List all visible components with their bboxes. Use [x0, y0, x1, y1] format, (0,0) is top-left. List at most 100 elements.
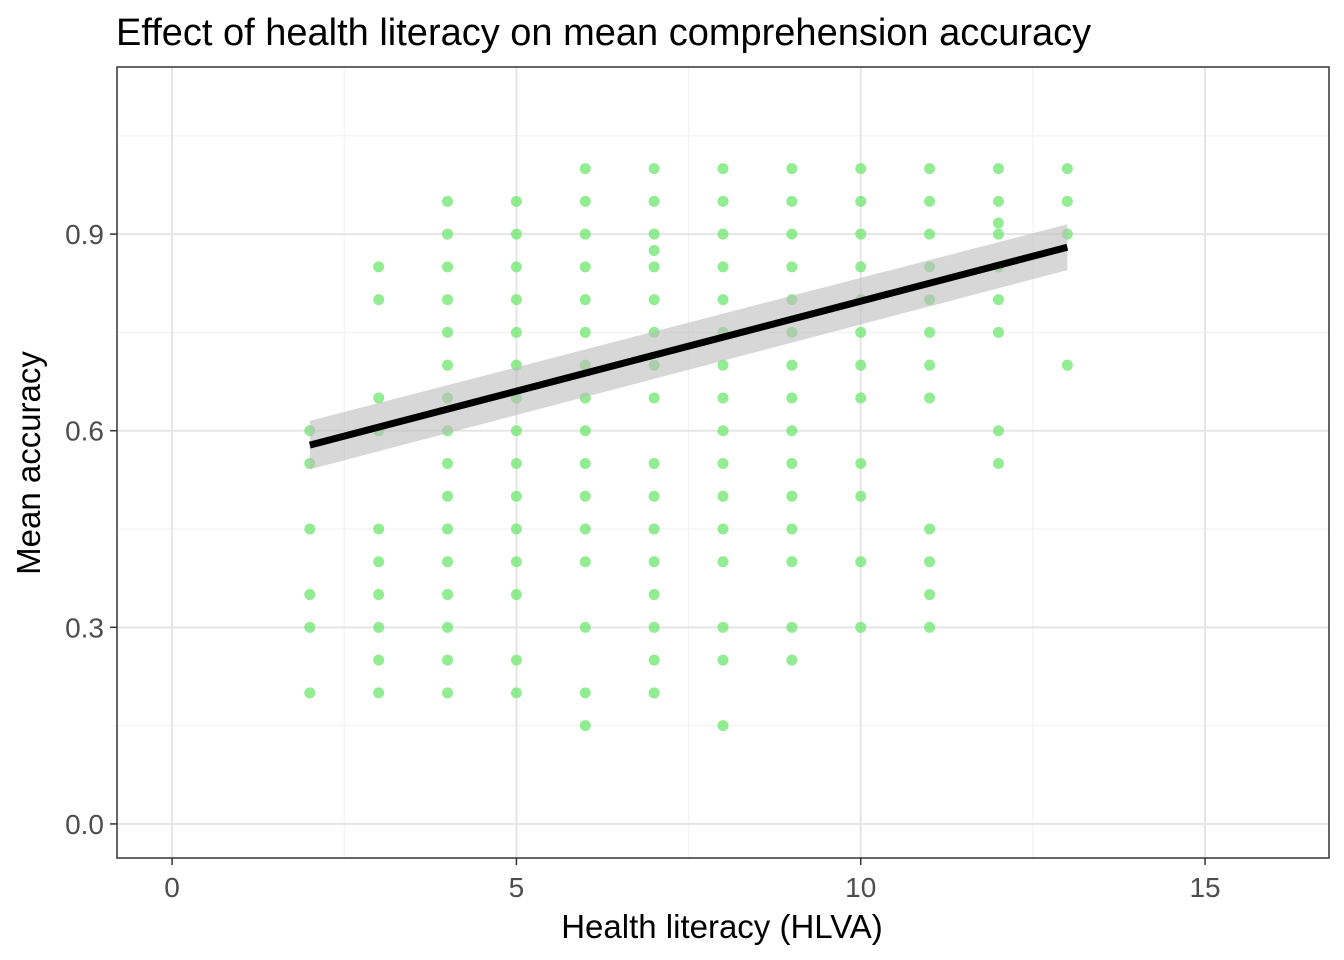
data-point: [304, 523, 316, 535]
data-point: [648, 654, 660, 666]
data-point: [579, 195, 591, 207]
data-point: [442, 687, 454, 699]
data-point: [924, 523, 936, 535]
data-point: [855, 392, 867, 404]
data-point: [855, 228, 867, 240]
data-point: [855, 621, 867, 633]
y-tick-label: 0.9: [65, 219, 104, 250]
data-point: [717, 556, 729, 568]
data-point: [579, 261, 591, 273]
data-point: [924, 556, 936, 568]
data-point: [992, 425, 1004, 437]
data-point: [510, 425, 522, 437]
data-point: [786, 163, 798, 175]
data-point: [373, 523, 385, 535]
data-point: [648, 589, 660, 601]
data-point: [579, 490, 591, 502]
data-point: [786, 621, 798, 633]
data-point: [717, 654, 729, 666]
data-point: [992, 163, 1004, 175]
data-point: [510, 326, 522, 338]
data-point: [648, 163, 660, 175]
y-tick-label: 0.0: [65, 809, 104, 840]
data-point: [648, 687, 660, 699]
data-point: [786, 425, 798, 437]
data-point: [786, 195, 798, 207]
data-point: [924, 392, 936, 404]
data-point: [924, 163, 936, 175]
data-point: [579, 294, 591, 306]
data-point: [924, 359, 936, 371]
data-point: [648, 228, 660, 240]
data-point: [786, 261, 798, 273]
data-point: [855, 556, 867, 568]
data-point: [373, 654, 385, 666]
data-point: [648, 556, 660, 568]
data-point: [924, 621, 936, 633]
data-point: [510, 687, 522, 699]
data-point: [510, 523, 522, 535]
data-point: [442, 195, 454, 207]
data-point: [442, 523, 454, 535]
data-point: [1061, 163, 1073, 175]
data-point: [373, 392, 385, 404]
data-point: [992, 195, 1004, 207]
y-axis-title: Mean accuracy: [10, 351, 47, 575]
data-point: [992, 294, 1004, 306]
data-point: [442, 359, 454, 371]
data-point: [786, 457, 798, 469]
data-point: [717, 392, 729, 404]
data-point: [442, 261, 454, 273]
data-point: [579, 523, 591, 535]
data-point: [855, 326, 867, 338]
data-point: [648, 490, 660, 502]
data-point: [924, 228, 936, 240]
data-point: [855, 359, 867, 371]
data-point: [648, 244, 660, 256]
data-point: [510, 228, 522, 240]
data-point: [579, 425, 591, 437]
data-point: [373, 621, 385, 633]
data-point: [786, 490, 798, 502]
data-point: [648, 294, 660, 306]
data-point: [373, 294, 385, 306]
y-tick-label: 0.3: [65, 612, 104, 643]
data-point: [648, 621, 660, 633]
x-tick-label: 5: [509, 872, 525, 903]
data-point: [579, 163, 591, 175]
data-point: [786, 359, 798, 371]
data-point: [510, 490, 522, 502]
data-point: [510, 654, 522, 666]
data-point: [786, 523, 798, 535]
data-point: [924, 589, 936, 601]
data-point: [855, 195, 867, 207]
data-point: [717, 294, 729, 306]
data-point: [786, 654, 798, 666]
x-axis-title: Health literacy (HLVA): [561, 908, 883, 945]
data-point: [510, 294, 522, 306]
panel-border: [116, 66, 1330, 859]
data-point: [648, 523, 660, 535]
data-point: [717, 621, 729, 633]
data-point: [510, 261, 522, 273]
fit-line-layer: [308, 224, 1069, 470]
data-point: [579, 326, 591, 338]
data-point: [510, 457, 522, 469]
data-point: [373, 687, 385, 699]
data-point: [648, 457, 660, 469]
data-point: [373, 589, 385, 601]
data-point: [442, 556, 454, 568]
data-point: [717, 261, 729, 273]
data-point: [1061, 195, 1073, 207]
data-point: [717, 228, 729, 240]
x-axis: 0 5 10 15: [164, 858, 1221, 903]
data-point: [442, 228, 454, 240]
data-point: [304, 621, 316, 633]
data-point: [304, 589, 316, 601]
data-point: [786, 556, 798, 568]
data-point: [510, 556, 522, 568]
data-point: [442, 457, 454, 469]
data-point: [717, 359, 729, 371]
data-point: [992, 217, 1004, 229]
